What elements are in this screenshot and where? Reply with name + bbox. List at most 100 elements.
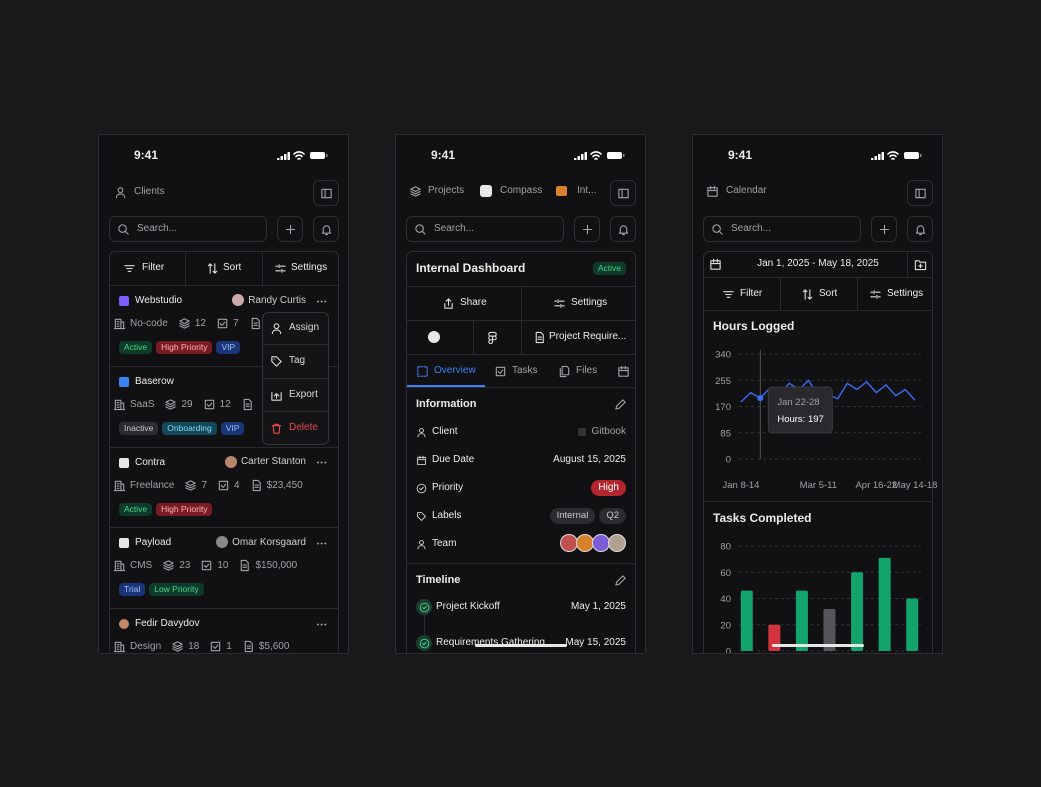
add-button[interactable] bbox=[277, 216, 303, 242]
nav-tab: Compass bbox=[500, 185, 543, 196]
divider bbox=[263, 344, 328, 345]
ccheck-icon bbox=[416, 483, 426, 493]
milestone-date: May 1, 2025 bbox=[570, 601, 626, 612]
pencil-glyph bbox=[614, 398, 626, 410]
search-box[interactable] bbox=[406, 216, 564, 242]
calendar-icon bbox=[416, 455, 426, 465]
export-icon bbox=[270, 391, 282, 401]
signal-bar bbox=[584, 152, 587, 160]
project-logo bbox=[556, 186, 567, 196]
y-tick-label: 0 bbox=[726, 455, 731, 466]
doc-icon bbox=[241, 560, 250, 572]
layers-icon bbox=[409, 185, 421, 197]
user-icon bbox=[416, 427, 426, 437]
dots-icon bbox=[316, 542, 326, 545]
info-label: Due Date bbox=[432, 454, 475, 465]
filter-glyph bbox=[722, 290, 734, 298]
search-box[interactable] bbox=[703, 216, 861, 242]
ccheck-icon bbox=[419, 602, 429, 612]
doc-icon bbox=[535, 331, 544, 343]
building-icon bbox=[113, 641, 126, 653]
calendar-phone: 9:41 Calendar Search... Jan 1, 2025 - May 1… bbox=[692, 134, 943, 654]
x-tick-label: May 14-18 bbox=[893, 480, 938, 491]
doc-glyph bbox=[244, 640, 253, 653]
bell-glyph bbox=[618, 224, 628, 235]
compass-logo bbox=[480, 185, 492, 197]
ccheck-glyph bbox=[419, 638, 429, 648]
divider bbox=[110, 446, 338, 448]
calendar-glyph bbox=[709, 258, 721, 270]
settings-glyph bbox=[553, 298, 565, 308]
divider bbox=[857, 278, 858, 310]
divider bbox=[907, 252, 908, 277]
y-tick-label: 80 bbox=[720, 542, 731, 553]
project-count: 23 bbox=[179, 560, 191, 572]
client-stats: No-code 12 7 bbox=[113, 317, 262, 330]
divider bbox=[263, 411, 328, 412]
badge: Low Priority bbox=[149, 583, 204, 597]
plus-glyph bbox=[879, 224, 889, 234]
owner-name: Carter Stanton bbox=[240, 456, 306, 467]
badge: Q2 bbox=[599, 508, 626, 524]
notifications-button[interactable] bbox=[313, 216, 339, 242]
notifications-button[interactable] bbox=[907, 216, 933, 242]
sidebar-button[interactable] bbox=[610, 180, 636, 206]
divider bbox=[407, 387, 635, 388]
share-icon bbox=[443, 297, 453, 309]
status-icons bbox=[871, 151, 922, 160]
layers-glyph bbox=[179, 318, 190, 329]
check-glyph bbox=[204, 399, 214, 409]
divider bbox=[704, 501, 932, 502]
badge: High Priority bbox=[156, 502, 213, 516]
client-owner: Randy Curtis bbox=[232, 294, 306, 306]
client-logo bbox=[119, 296, 129, 306]
tab: Tasks bbox=[512, 365, 538, 376]
sort-icon bbox=[802, 288, 812, 300]
x-tick-label: Mar 5-11 bbox=[800, 480, 837, 491]
sidebar-button[interactable] bbox=[313, 180, 339, 206]
github-logo[interactable] bbox=[428, 331, 440, 343]
divider bbox=[110, 608, 338, 609]
client-tags: Trial Low Priority bbox=[119, 583, 204, 597]
search-placeholder: Search... bbox=[434, 223, 475, 234]
client-amount: $23,450 bbox=[266, 479, 303, 491]
ccheck-glyph bbox=[416, 483, 426, 493]
notifications-button[interactable] bbox=[610, 216, 636, 242]
doc-glyph bbox=[243, 398, 252, 410]
search-glyph bbox=[414, 223, 426, 235]
tab: Files bbox=[576, 365, 598, 376]
bell-icon bbox=[915, 224, 925, 235]
divider bbox=[407, 320, 635, 321]
panel-glyph bbox=[320, 188, 332, 198]
signal-bar bbox=[878, 154, 881, 160]
ccheck-glyph bbox=[419, 602, 429, 612]
client-stats: CMS 23 10 $150,000 bbox=[113, 559, 297, 572]
sort-icon bbox=[207, 262, 217, 274]
user-glyph bbox=[271, 322, 281, 334]
tag-icon bbox=[416, 511, 426, 521]
menu-item-label: Delete bbox=[289, 422, 318, 433]
add-button[interactable] bbox=[574, 216, 600, 242]
check-icon bbox=[204, 399, 214, 409]
tooltip-title: Jan 22-28 bbox=[777, 397, 819, 408]
figma-glyph bbox=[487, 331, 497, 344]
battery bbox=[904, 152, 919, 159]
client-name: Baserow bbox=[135, 375, 174, 387]
search-box[interactable] bbox=[109, 216, 267, 242]
chart-title: Tasks Completed bbox=[713, 511, 811, 525]
badge: Internal bbox=[549, 508, 596, 524]
sidebar-button[interactable] bbox=[907, 180, 933, 206]
files-glyph bbox=[559, 365, 569, 377]
badge: Inactive bbox=[119, 421, 159, 435]
trash-glyph bbox=[271, 423, 281, 434]
tooltip-text: Hours: 197 bbox=[777, 414, 823, 425]
signal-bar bbox=[581, 154, 584, 160]
doc-icon bbox=[244, 640, 253, 653]
add-button[interactable] bbox=[871, 216, 897, 242]
settings-icon bbox=[553, 298, 565, 308]
client-tags: Active High Priority bbox=[119, 502, 213, 516]
divider bbox=[407, 563, 635, 564]
divider bbox=[407, 286, 635, 287]
calendar-icon bbox=[709, 258, 721, 270]
